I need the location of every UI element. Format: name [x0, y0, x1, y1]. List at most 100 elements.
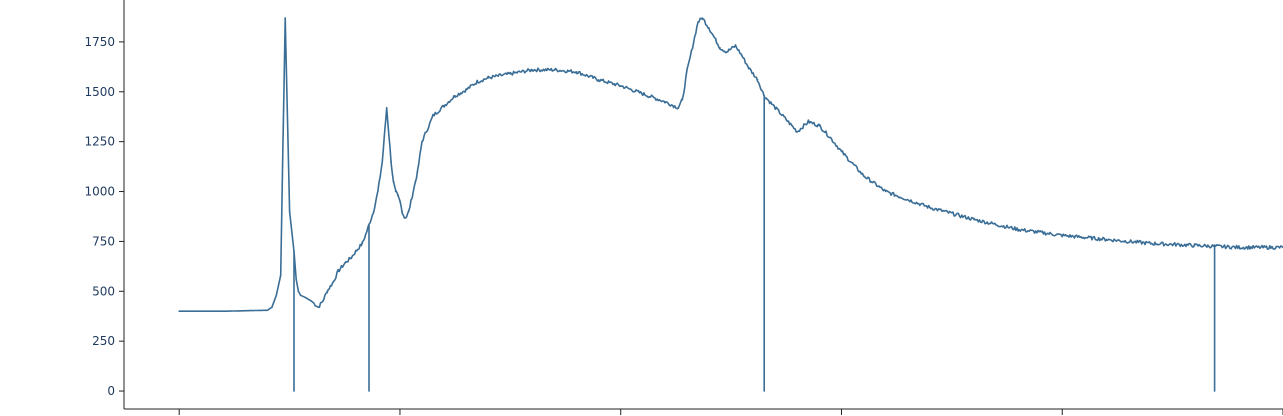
y-tick-label: 500 — [92, 284, 115, 298]
data-point — [818, 124, 821, 127]
series-line — [179, 17, 1283, 392]
data-point — [317, 306, 320, 309]
data-point — [1238, 246, 1240, 249]
data-point — [575, 71, 578, 73]
data-point — [372, 210, 375, 213]
data-point — [310, 300, 313, 303]
data-point — [973, 218, 975, 221]
y-axis: 0 250 500 750 1000 1250 1500 1750 — [84, 0, 125, 409]
data-point — [465, 89, 468, 91]
y-tick-label: 1500 — [84, 85, 115, 99]
data-point — [690, 51, 693, 53]
y-tick-label: 1250 — [84, 135, 115, 149]
y-ticks: 0 250 500 750 1000 1250 1500 1750 — [84, 35, 124, 398]
data-point — [271, 306, 273, 309]
data-point — [399, 200, 401, 203]
data-point — [295, 278, 298, 281]
data-point — [1193, 244, 1196, 247]
data-point — [366, 230, 368, 233]
data-point — [377, 190, 379, 193]
data-point — [741, 55, 743, 57]
data-point — [390, 160, 392, 163]
y-tick-label: 250 — [92, 334, 115, 348]
data-point — [884, 190, 887, 193]
data-point — [414, 180, 417, 183]
data-point — [681, 99, 684, 101]
data-point — [421, 140, 423, 143]
data-point — [222, 310, 225, 313]
data-point — [392, 180, 395, 183]
data-point — [708, 27, 710, 29]
data-point — [796, 130, 799, 133]
data-point — [664, 101, 666, 103]
data-point — [597, 79, 600, 81]
data-point — [405, 215, 408, 218]
data-point — [509, 73, 512, 75]
data-point — [1149, 242, 1152, 245]
data-point — [686, 71, 688, 73]
plot-area — [178, 17, 1283, 392]
data-point — [531, 69, 534, 71]
data-point — [361, 242, 364, 245]
data-point — [642, 93, 644, 95]
data-point — [275, 294, 278, 297]
data-point — [396, 194, 399, 197]
data-point — [929, 206, 931, 209]
data-point — [807, 120, 810, 123]
data-point — [337, 270, 339, 273]
data-point — [1061, 234, 1063, 237]
data-point — [774, 106, 776, 109]
data-point — [381, 160, 384, 163]
data-point — [748, 67, 750, 69]
y-tick-label: 750 — [92, 234, 115, 248]
data-point — [697, 21, 699, 23]
data-point — [432, 114, 434, 117]
data-point — [266, 309, 269, 312]
data-point — [454, 95, 456, 97]
y-tick-label: 1000 — [84, 185, 115, 199]
data-point — [350, 256, 353, 259]
data-point — [677, 106, 679, 109]
data-point — [734, 45, 737, 47]
y-tick-label: 1750 — [84, 35, 115, 49]
data-point — [401, 210, 404, 213]
data-point — [785, 118, 788, 121]
data-point — [178, 310, 180, 313]
data-point — [284, 17, 287, 19]
data-point — [840, 150, 843, 153]
data-point — [403, 216, 406, 219]
data-point — [394, 190, 397, 193]
data-point — [619, 85, 622, 87]
data-point — [443, 104, 445, 107]
data-point — [553, 69, 556, 71]
data-point — [332, 280, 335, 283]
data-point — [299, 294, 302, 297]
data-point — [279, 274, 282, 277]
data-point — [385, 106, 388, 109]
x-axis — [124, 408, 1283, 415]
data-point — [725, 51, 728, 53]
data-point — [416, 170, 419, 173]
data-point — [288, 210, 291, 213]
data-point — [304, 296, 306, 299]
data-point — [408, 210, 410, 213]
data-point — [476, 81, 479, 83]
data-point — [1017, 228, 1019, 231]
data-point — [355, 250, 357, 253]
data-point — [344, 262, 346, 265]
data-point — [756, 79, 759, 81]
x-ticks — [178, 409, 1283, 415]
data-point — [321, 300, 324, 303]
data-point — [719, 47, 721, 49]
data-point — [410, 200, 412, 203]
y-tick-label: 0 — [107, 384, 115, 398]
data-point — [714, 39, 717, 41]
data-point — [701, 17, 704, 19]
data-point — [326, 290, 328, 293]
data-point — [297, 290, 300, 293]
data-point — [763, 95, 765, 97]
data-point — [487, 77, 490, 79]
data-point — [829, 136, 832, 139]
data-point — [862, 174, 865, 177]
